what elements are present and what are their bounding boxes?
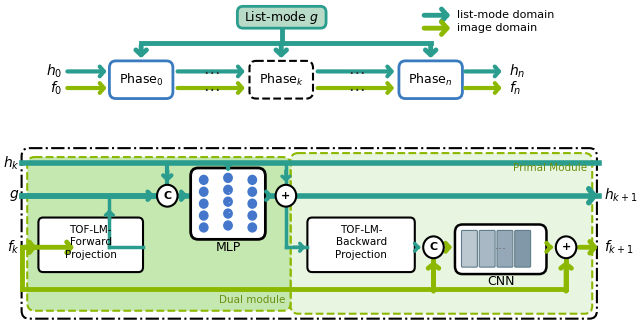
Text: $\cdots$: $\cdots$ <box>203 62 220 80</box>
FancyBboxPatch shape <box>109 61 173 98</box>
Text: +: + <box>561 242 571 252</box>
Text: CNN: CNN <box>487 276 515 289</box>
FancyBboxPatch shape <box>38 217 143 272</box>
Circle shape <box>200 187 208 196</box>
Text: Projection: Projection <box>335 250 387 260</box>
Circle shape <box>556 236 577 258</box>
FancyBboxPatch shape <box>22 148 597 319</box>
Circle shape <box>276 185 296 207</box>
Circle shape <box>248 199 257 208</box>
Text: $f_0$: $f_0$ <box>51 79 63 97</box>
FancyBboxPatch shape <box>191 168 266 239</box>
Text: $f_n$: $f_n$ <box>509 79 522 97</box>
Text: +: + <box>282 191 291 201</box>
FancyBboxPatch shape <box>479 231 495 267</box>
Circle shape <box>200 199 208 208</box>
Text: ···: ··· <box>495 243 507 256</box>
Text: $g$: $g$ <box>10 188 20 203</box>
Circle shape <box>224 209 232 218</box>
Text: $h_n$: $h_n$ <box>509 63 525 80</box>
Circle shape <box>157 185 177 207</box>
Circle shape <box>200 211 208 220</box>
Text: Phase$_n$: Phase$_n$ <box>408 72 453 88</box>
FancyBboxPatch shape <box>291 153 592 314</box>
FancyBboxPatch shape <box>237 6 326 28</box>
Circle shape <box>423 236 444 258</box>
FancyBboxPatch shape <box>497 231 513 267</box>
Text: $\cdots$: $\cdots$ <box>203 79 220 97</box>
Circle shape <box>224 185 232 194</box>
Text: TOF-LM-: TOF-LM- <box>340 225 382 236</box>
Text: Projection: Projection <box>65 250 116 260</box>
FancyBboxPatch shape <box>455 224 547 274</box>
Text: $f_{k+1}$: $f_{k+1}$ <box>604 238 634 256</box>
FancyBboxPatch shape <box>461 231 477 267</box>
Text: MLP: MLP <box>216 241 241 254</box>
FancyBboxPatch shape <box>28 157 291 311</box>
Text: Phase$_k$: Phase$_k$ <box>259 72 303 88</box>
Text: Backward: Backward <box>335 237 387 247</box>
Circle shape <box>200 175 208 184</box>
Circle shape <box>248 211 257 220</box>
Circle shape <box>248 175 257 184</box>
Text: TOF-LM-: TOF-LM- <box>70 225 112 236</box>
Circle shape <box>200 223 208 232</box>
Text: $\cdots$: $\cdots$ <box>348 79 364 97</box>
Text: list-mode domain: list-mode domain <box>457 10 554 20</box>
Text: ·
·
·: · · · <box>227 189 229 218</box>
Text: Forward: Forward <box>70 237 112 247</box>
Circle shape <box>248 187 257 196</box>
FancyBboxPatch shape <box>515 231 531 267</box>
Text: $h_{k+1}$: $h_{k+1}$ <box>604 187 638 204</box>
Text: List-mode $g$: List-mode $g$ <box>244 9 319 26</box>
Text: $h_k$: $h_k$ <box>3 154 20 172</box>
Text: Dual module: Dual module <box>219 295 285 305</box>
Text: Phase$_0$: Phase$_0$ <box>119 72 163 88</box>
FancyBboxPatch shape <box>250 61 313 98</box>
FancyBboxPatch shape <box>307 217 415 272</box>
Circle shape <box>248 223 257 232</box>
Text: $\cdots$: $\cdots$ <box>348 62 364 80</box>
Text: image domain: image domain <box>457 23 537 33</box>
Text: $h_0$: $h_0$ <box>47 63 63 80</box>
FancyBboxPatch shape <box>399 61 463 98</box>
Circle shape <box>224 221 232 230</box>
Circle shape <box>224 174 232 182</box>
Text: C: C <box>163 191 172 201</box>
Text: C: C <box>429 242 438 252</box>
Circle shape <box>224 197 232 206</box>
Text: $f_k$: $f_k$ <box>7 238 20 256</box>
Text: Primal Module: Primal Module <box>513 163 587 173</box>
